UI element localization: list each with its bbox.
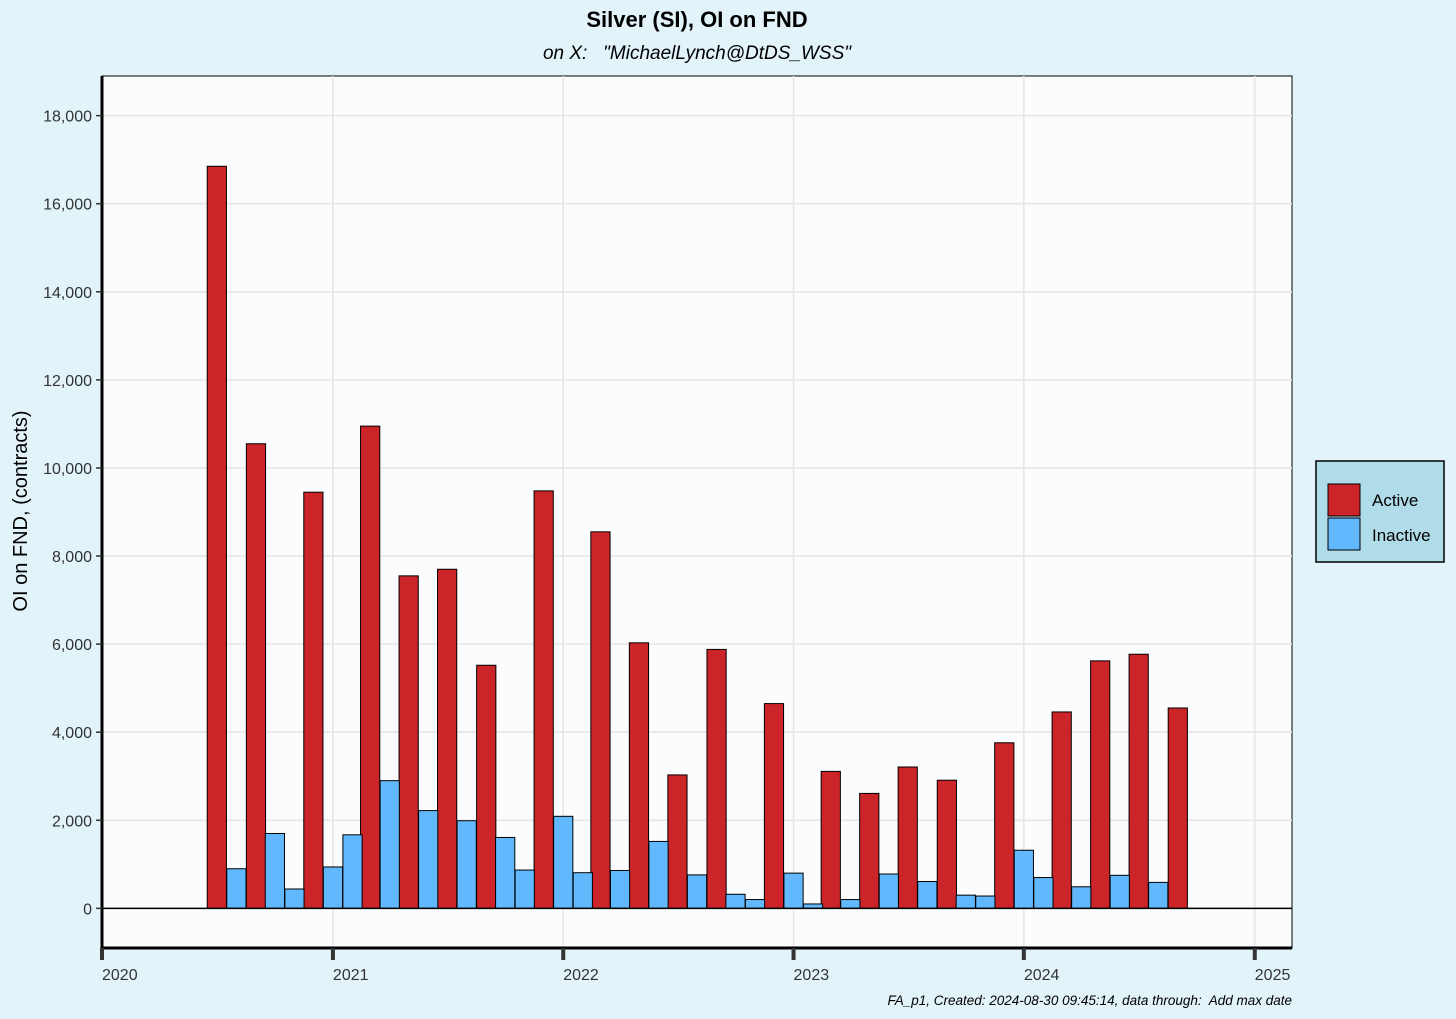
x-tick bbox=[791, 948, 796, 960]
bar-active bbox=[897, 766, 918, 909]
y-axis-title: OI on FND, (contracts) bbox=[10, 410, 32, 611]
bar-inactive bbox=[322, 866, 344, 909]
bar-active bbox=[936, 779, 957, 909]
y-tick-label: 18,000 bbox=[43, 109, 92, 126]
x-tick bbox=[1252, 948, 1257, 960]
bar-inactive bbox=[284, 888, 305, 909]
bar-inactive bbox=[1109, 874, 1130, 909]
bar-active bbox=[628, 642, 650, 909]
chart-subtitle: on X: "MichaelLynch@DtDS_WSS" bbox=[543, 43, 852, 64]
bar-inactive bbox=[686, 874, 708, 909]
x-tick-label: 2022 bbox=[563, 967, 599, 984]
x-tick-label: 2024 bbox=[1024, 967, 1060, 984]
bar-inactive bbox=[1013, 849, 1034, 909]
y-tick-label: 2,000 bbox=[52, 813, 92, 830]
bar-inactive bbox=[955, 894, 976, 909]
x-tick-label: 2025 bbox=[1255, 967, 1291, 984]
legend: Active Inactive bbox=[1315, 460, 1445, 563]
bar-inactive bbox=[975, 895, 996, 909]
bar-inactive bbox=[553, 815, 574, 909]
bar-active bbox=[437, 568, 458, 909]
x-tick-label: 2021 bbox=[333, 967, 369, 984]
x-tick bbox=[100, 948, 104, 960]
chart-title: Silver (SI), OI on FND bbox=[586, 7, 807, 32]
bar-active bbox=[303, 491, 324, 909]
bar-active bbox=[245, 443, 267, 909]
x-tick bbox=[561, 948, 566, 960]
bar-inactive bbox=[917, 881, 938, 909]
x-tick bbox=[330, 948, 335, 960]
bar-inactive bbox=[725, 893, 746, 909]
chart-caption: FA_p1, Created: 2024-08-30 09:45:14, dat… bbox=[887, 993, 1292, 1008]
y-tick-label: 8,000 bbox=[52, 549, 92, 566]
bar-inactive bbox=[418, 810, 439, 909]
legend-swatch-inactive bbox=[1327, 517, 1361, 551]
bar-active bbox=[706, 648, 727, 909]
bar-inactive bbox=[1148, 881, 1169, 909]
bar-active bbox=[590, 531, 611, 909]
plot-panel bbox=[101, 75, 1293, 949]
bar-active bbox=[1051, 711, 1072, 909]
bar-active bbox=[859, 792, 880, 909]
axis-layer: 0 2,000 4,000 6,000 8,000 10,000 12,000 14,000 1… bbox=[43, 76, 1292, 984]
bar-active bbox=[763, 703, 785, 909]
bar-inactive bbox=[1071, 886, 1092, 909]
bar-active bbox=[1167, 707, 1188, 909]
bar-active bbox=[667, 774, 688, 909]
y-tick-label: 10,000 bbox=[43, 461, 92, 478]
x-tick bbox=[1021, 948, 1026, 960]
x-tick-label: 2020 bbox=[102, 967, 138, 984]
y-tick-label: 12,000 bbox=[43, 373, 92, 390]
bar-inactive bbox=[572, 872, 593, 909]
legend-label-inactive: Inactive bbox=[1372, 526, 1431, 545]
legend-label-active: Active bbox=[1372, 491, 1418, 510]
y-tick-label: 4,000 bbox=[52, 725, 92, 742]
bar-active bbox=[398, 575, 419, 909]
bar-inactive bbox=[379, 780, 400, 909]
bar-inactive bbox=[840, 899, 861, 909]
bar-active bbox=[206, 165, 227, 909]
bar-inactive bbox=[783, 872, 804, 909]
bar-inactive bbox=[342, 834, 363, 909]
bar-active bbox=[820, 770, 841, 909]
bar-inactive bbox=[264, 832, 285, 909]
bar-active bbox=[533, 490, 554, 909]
bar-inactive bbox=[495, 836, 516, 909]
bar-active bbox=[476, 664, 497, 909]
bar-inactive bbox=[648, 840, 669, 909]
bar-active bbox=[1128, 653, 1149, 909]
bar-inactive bbox=[456, 820, 477, 909]
bar-active bbox=[360, 425, 381, 909]
bar-active bbox=[1090, 660, 1111, 909]
y-tick-label: 14,000 bbox=[43, 285, 92, 302]
y-tick-label: 6,000 bbox=[52, 637, 92, 654]
bar-inactive bbox=[878, 873, 899, 909]
bar-inactive bbox=[1033, 877, 1054, 909]
y-tick-label: 16,000 bbox=[43, 197, 92, 214]
y-tick-label: 0 bbox=[83, 901, 92, 918]
x-tick-label: 2023 bbox=[794, 967, 830, 984]
legend-swatch-active bbox=[1327, 483, 1361, 517]
bar-inactive bbox=[514, 869, 535, 909]
bar-active bbox=[994, 742, 1015, 909]
bar-inactive bbox=[744, 899, 766, 909]
bar-inactive bbox=[226, 868, 247, 909]
bar-inactive bbox=[609, 869, 631, 909]
